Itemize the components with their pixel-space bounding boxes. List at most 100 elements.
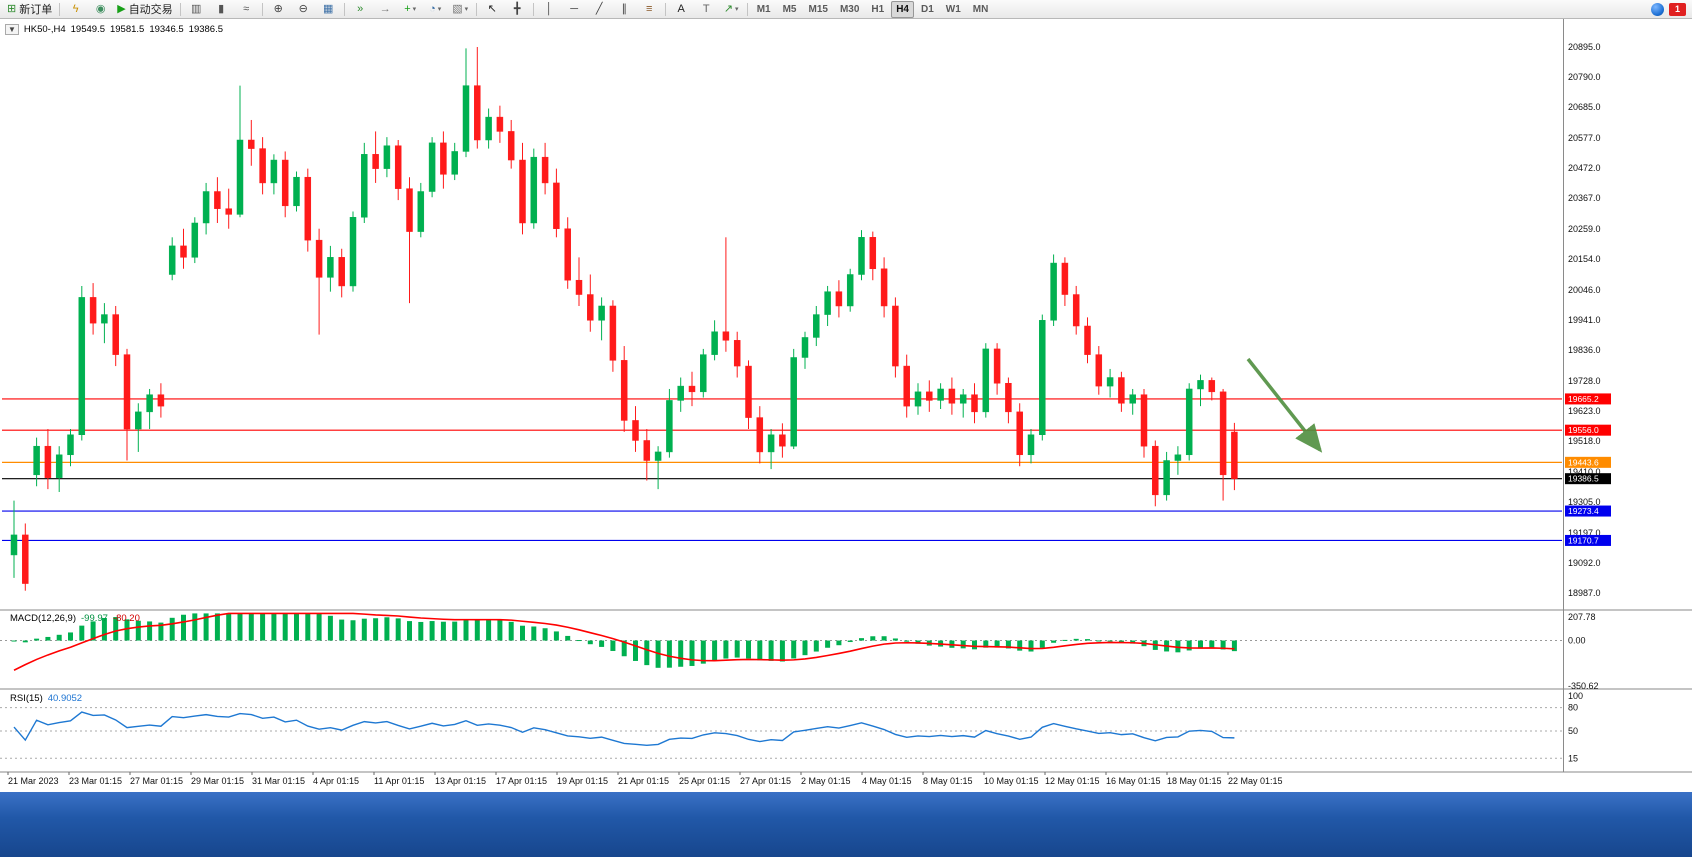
timeframe-d1-button[interactable]: D1 bbox=[921, 3, 934, 15]
svg-text:19728.0: 19728.0 bbox=[1568, 376, 1601, 386]
arrows-button[interactable]: ↗ ▾ bbox=[720, 0, 743, 18]
zoom-out-button[interactable]: ⊖ bbox=[292, 0, 315, 18]
chevron-down-icon[interactable]: ▾ bbox=[437, 6, 442, 13]
svg-text:20577.0: 20577.0 bbox=[1568, 133, 1601, 143]
svg-text:19 Apr 01:15: 19 Apr 01:15 bbox=[557, 776, 608, 786]
horizontal-line-button[interactable]: ─ bbox=[563, 0, 586, 18]
auto-scroll-button[interactable]: » bbox=[349, 0, 372, 18]
vertical-line-button[interactable]: │ bbox=[538, 0, 561, 18]
timeframe-m15-button[interactable]: M15 bbox=[808, 3, 828, 15]
timeframe-mn-button[interactable]: MN bbox=[972, 3, 989, 15]
candles-layer bbox=[10, 47, 1238, 591]
chart-shift-icon: → bbox=[379, 3, 391, 15]
svg-text:19197.0: 19197.0 bbox=[1568, 528, 1601, 538]
periods-icon: ◔ bbox=[429, 3, 436, 15]
svg-text:0.00: 0.00 bbox=[1568, 636, 1586, 646]
macd-pane[interactable]: 207.78 0.00 -350.62 bbox=[0, 612, 1599, 691]
timeframe-m30-button[interactable]: M30 bbox=[839, 3, 860, 15]
equidistant-channel-button[interactable]: ∥ bbox=[613, 0, 636, 18]
auto-trading-button[interactable]: ▶ 自动交易 bbox=[114, 0, 175, 18]
svg-text:2 May 01:15: 2 May 01:15 bbox=[801, 776, 851, 786]
chevron-down-icon[interactable]: ▾ bbox=[412, 6, 417, 13]
svg-text:27 Apr 01:15: 27 Apr 01:15 bbox=[740, 776, 791, 786]
timeframe-m5-button[interactable]: M5 bbox=[782, 3, 797, 15]
cursor-button[interactable]: ↖ bbox=[481, 0, 504, 18]
chevron-down-icon[interactable]: ▾ bbox=[735, 6, 739, 13]
auto-trading-label: 自动交易 bbox=[128, 4, 173, 16]
line-chart-button[interactable]: ≈ bbox=[235, 0, 258, 18]
notification-badge[interactable]: 1 bbox=[1669, 2, 1686, 16]
svg-text:19305.0: 19305.0 bbox=[1568, 497, 1601, 507]
price-axis[interactable]: 20895.0 20790.0 20685.0 20577.0 20472.0 20367… bbox=[1568, 42, 1601, 598]
macd-indicator-label: MACD(12,26,9) -99.97 -80.20 bbox=[10, 613, 140, 624]
fibonacci-button[interactable]: ≡ bbox=[638, 0, 661, 18]
new-order-icon: ⊞ bbox=[7, 3, 17, 15]
high-value: 19581.5 bbox=[109, 24, 145, 35]
chevron-down-icon[interactable]: ▾ bbox=[464, 6, 469, 13]
toolbar-separator bbox=[746, 2, 748, 16]
svg-text:19556.0: 19556.0 bbox=[1568, 425, 1599, 435]
periods-button[interactable]: ◔ ▾ bbox=[424, 0, 447, 18]
scripts-button[interactable]: ◉ bbox=[89, 0, 112, 18]
price-chart[interactable]: 20895.0 20790.0 20685.0 20577.0 20472.0 20367… bbox=[0, 19, 1692, 792]
candlestick-chart-button[interactable]: ▮ bbox=[210, 0, 233, 18]
templates-icon: ▧ bbox=[452, 3, 463, 15]
expert-advisors-icon: ϟ bbox=[72, 3, 79, 15]
chart-shift-button[interactable]: → bbox=[374, 0, 397, 18]
one-click-trading-toggle[interactable]: ▼ bbox=[5, 24, 19, 35]
zoom-out-icon: ⊖ bbox=[298, 3, 308, 15]
timeframe-h4-button[interactable]: H4 bbox=[891, 0, 914, 18]
date-axis[interactable]: 21 Mar 2023 23 Mar 01:15 27 Mar 01:15 29 Ma… bbox=[7, 772, 1283, 786]
svg-text:25 Apr 01:15: 25 Apr 01:15 bbox=[679, 776, 730, 786]
svg-text:10 May 01:15: 10 May 01:15 bbox=[984, 776, 1039, 786]
rsi-pane[interactable]: 100 80 50 15 bbox=[0, 691, 1583, 763]
text-label-button[interactable]: T bbox=[695, 0, 718, 18]
svg-text:19941.0: 19941.0 bbox=[1568, 315, 1601, 325]
timeframe-m1-button[interactable]: M1 bbox=[756, 3, 771, 15]
text-button[interactable]: A bbox=[670, 0, 693, 18]
svg-text:18987.0: 18987.0 bbox=[1568, 588, 1601, 598]
svg-text:29 Mar 01:15: 29 Mar 01:15 bbox=[191, 776, 244, 786]
trendline-button[interactable]: ╱ bbox=[588, 0, 611, 18]
text-label-icon: T bbox=[702, 3, 710, 15]
fibonacci-icon: ≡ bbox=[645, 3, 653, 15]
horizontal-level-lines[interactable] bbox=[2, 398, 1562, 542]
auto-scroll-icon: » bbox=[357, 3, 364, 15]
svg-text:-350.62: -350.62 bbox=[1568, 681, 1599, 691]
svg-text:19273.4: 19273.4 bbox=[1568, 506, 1599, 516]
svg-text:8 May 01:15: 8 May 01:15 bbox=[923, 776, 973, 786]
tile-windows-button[interactable]: ▦ bbox=[317, 0, 340, 18]
community-icon[interactable] bbox=[1651, 2, 1664, 16]
horizontal-line-icon: ─ bbox=[570, 3, 579, 15]
line-chart-icon: ≈ bbox=[243, 3, 250, 15]
templates-button[interactable]: ▧ ▾ bbox=[449, 0, 472, 18]
crosshair-button[interactable]: ╋ bbox=[506, 0, 529, 18]
crosshair-icon: ╋ bbox=[513, 3, 521, 15]
svg-text:100: 100 bbox=[1568, 691, 1583, 701]
svg-text:21 Mar 2023: 21 Mar 2023 bbox=[8, 776, 59, 786]
trend-arrow-annotation[interactable] bbox=[1246, 357, 1323, 453]
timeframe-w1-button[interactable]: W1 bbox=[945, 3, 961, 15]
new-chart-button[interactable]: + ▾ bbox=[399, 0, 422, 18]
toolbar-right-icons: 1 bbox=[1651, 2, 1686, 16]
svg-text:207.78: 207.78 bbox=[1568, 612, 1596, 622]
svg-text:19623.0: 19623.0 bbox=[1568, 406, 1601, 416]
trendline-icon: ╱ bbox=[595, 3, 603, 15]
zoom-in-icon: ⊕ bbox=[273, 3, 283, 15]
arrows-icon: ↗ bbox=[723, 3, 734, 15]
bar-chart-icon: ▥ bbox=[190, 3, 202, 15]
bar-chart-button[interactable]: ▥ bbox=[185, 0, 208, 18]
new-order-button[interactable]: ⊞ 新订单 bbox=[4, 0, 55, 18]
equidistant-channel-icon: ∥ bbox=[621, 3, 627, 15]
timeframe-h1-button[interactable]: H1 bbox=[871, 3, 885, 15]
expert-advisors-button[interactable]: ϟ bbox=[64, 0, 87, 18]
svg-text:20685.0: 20685.0 bbox=[1568, 102, 1601, 112]
zoom-in-button[interactable]: ⊕ bbox=[267, 0, 290, 18]
svg-text:15: 15 bbox=[1568, 753, 1578, 763]
chart-area[interactable]: 20895.0 20790.0 20685.0 20577.0 20472.0 20367… bbox=[0, 19, 1692, 792]
new-order-label: 新订单 bbox=[19, 4, 53, 16]
svg-text:20472.0: 20472.0 bbox=[1568, 163, 1601, 173]
svg-text:4 May 01:15: 4 May 01:15 bbox=[862, 776, 912, 786]
svg-text:19410.0: 19410.0 bbox=[1568, 467, 1601, 477]
